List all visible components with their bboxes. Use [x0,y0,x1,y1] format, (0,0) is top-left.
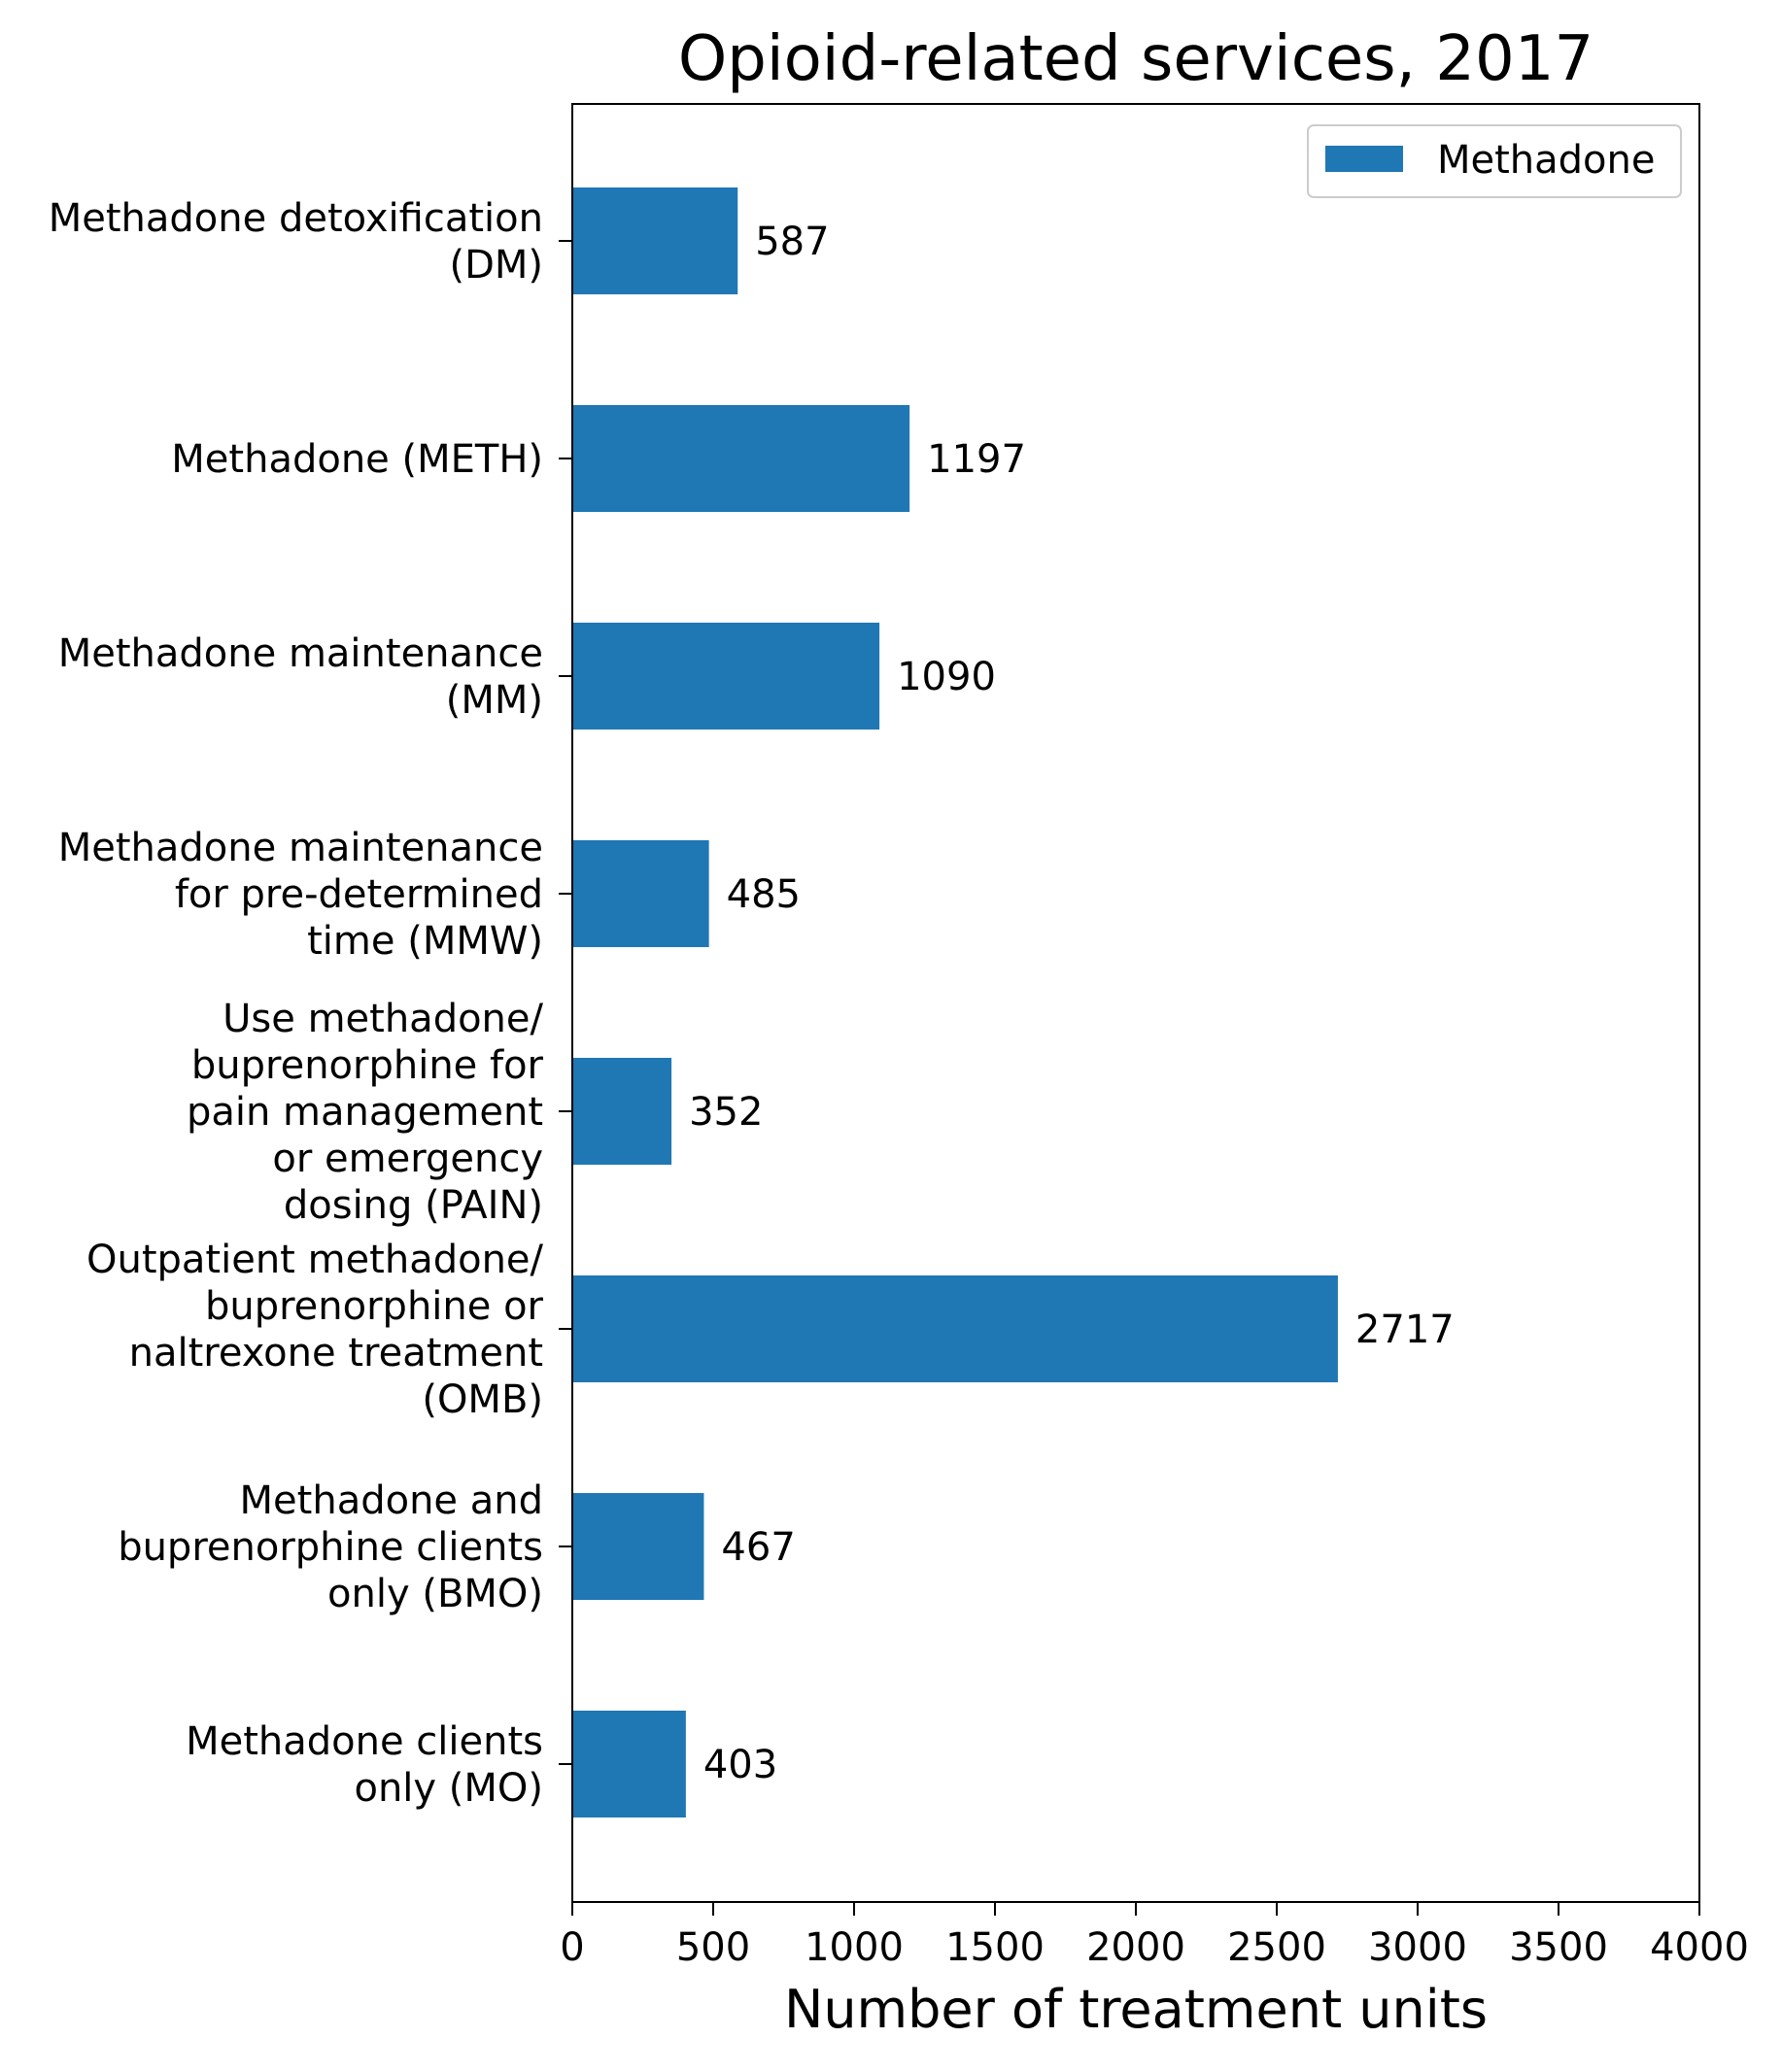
bar-value-label-1: 1197 [927,437,1026,482]
y-tick-label-7: Methadone clients only (MO) [186,1719,543,1811]
bar-value-label-7: 403 [703,1743,777,1787]
value-labels: 587 1197 1090 485 352 2717 467 403 [689,220,1455,1787]
y-tick-label-0: Methadone detoxification (DM) [49,196,543,288]
x-tick-label-6: 3000 [1368,1925,1467,1970]
bar-value-label-6: 467 [721,1525,795,1570]
bars-layer [572,187,1338,1817]
x-tick-label-7: 3500 [1509,1925,1608,1970]
x-axis: 0 500 1000 1500 2000 2500 3000 3500 4000 [560,1902,1749,1970]
y-tick-label-5: Outpatient methadone/buprenorphine or nal… [86,1238,544,1422]
legend-swatch [1325,146,1403,172]
y-axis: Methadone detoxification (DM) Methadone (M… [49,196,572,1811]
y-tick-label-2: Methadone maintenance (MM) [58,631,543,723]
legend[interactable]: Methadone [1307,124,1682,198]
bar-2 [572,623,880,730]
chart-title: Opioid-related services, 2017 [678,23,1594,95]
x-tick-label-3: 1500 [945,1925,1045,1970]
plot-frame [571,103,1700,1903]
bar-value-label-0: 587 [755,220,829,264]
bar-6 [572,1493,704,1600]
y-tick-label-6: Methadone and buprenorphine clients only (… [118,1478,543,1616]
bar-value-label-5: 2717 [1355,1308,1455,1352]
bar-value-label-4: 352 [689,1090,763,1135]
bar-7 [572,1711,686,1817]
y-tick-label-4: Use methadone/buprenorphine for pain mana… [187,997,544,1228]
y-tick-label-3: Methadone maintenance for pre-determined t… [58,826,543,964]
bar-5 [572,1275,1338,1382]
bar-1 [572,405,910,512]
bar-value-label-2: 1090 [897,655,996,699]
x-tick-label-5: 2500 [1227,1925,1326,1970]
x-tick-label-2: 1000 [805,1925,904,1970]
bar-3 [572,840,709,947]
y-tick-label-1: Methadone (METH) [171,437,543,482]
legend-label-methadone: Methadone [1437,138,1656,183]
x-axis-label: Number of treatment units [784,1979,1488,2040]
x-tick-label-8: 4000 [1650,1925,1749,1970]
bar-0 [572,187,738,294]
x-tick-label-4: 2000 [1086,1925,1185,1970]
bar-4 [572,1058,672,1165]
legend-box [1307,124,1682,198]
x-tick-label-1: 500 [676,1925,750,1970]
x-tick-label-0: 0 [560,1925,584,1970]
bar-value-label-3: 485 [727,872,801,917]
